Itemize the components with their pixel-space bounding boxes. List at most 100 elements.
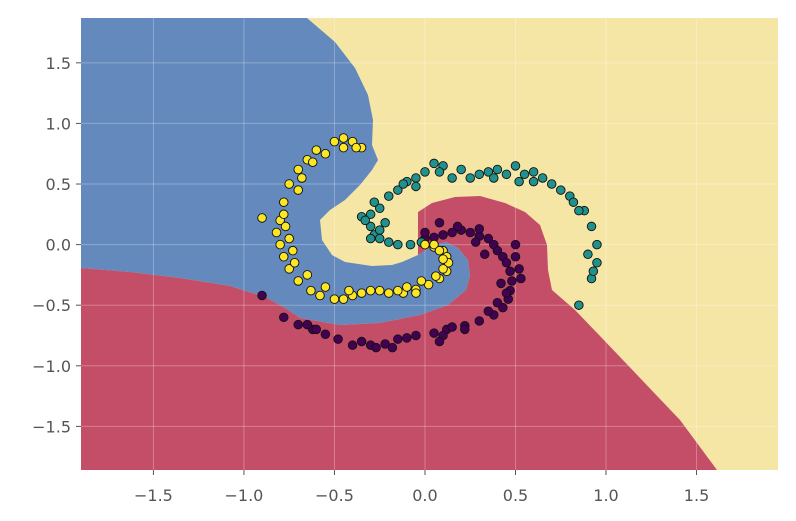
x-tick-label: 0.0 <box>412 486 437 505</box>
data-point-class-2 <box>416 276 427 286</box>
data-point-class-2 <box>315 290 325 301</box>
data-point-class-2 <box>279 251 289 262</box>
data-point-class-2 <box>293 164 303 175</box>
data-point-class-1 <box>365 233 376 244</box>
data-point-class-2 <box>431 271 441 281</box>
data-point-class-1 <box>537 173 548 183</box>
data-point-class-2 <box>356 288 367 298</box>
data-point-class-2 <box>289 258 300 268</box>
data-point-class-0 <box>507 276 517 286</box>
data-point-class-2 <box>374 285 385 296</box>
data-point-class-1 <box>393 185 403 195</box>
data-point-class-0 <box>483 233 494 244</box>
data-point-class-2 <box>297 173 307 183</box>
data-point-class-2 <box>306 285 316 296</box>
data-point-class-1 <box>528 176 539 187</box>
data-point-class-1 <box>489 173 499 183</box>
data-point-class-1 <box>483 167 494 177</box>
data-point-class-0 <box>516 273 526 284</box>
data-point-class-0 <box>429 328 439 338</box>
data-point-class-0 <box>474 224 485 234</box>
data-point-class-2 <box>434 245 445 256</box>
data-point-class-1 <box>384 191 394 201</box>
x-tick-label: −0.5 <box>315 486 354 505</box>
y-tick-label: −1.0 <box>32 357 71 376</box>
data-point-class-1 <box>546 179 557 189</box>
x-tick-label: 0.5 <box>503 486 528 505</box>
data-point-class-2 <box>275 239 285 250</box>
data-point-class-0 <box>452 221 463 232</box>
data-point-class-1 <box>374 203 385 214</box>
data-point-class-1 <box>556 185 566 195</box>
data-point-class-0 <box>492 298 503 308</box>
data-point-class-1 <box>365 209 376 220</box>
data-point-class-1 <box>574 300 584 310</box>
data-point-class-2 <box>438 264 448 274</box>
data-point-class-1 <box>374 233 385 244</box>
data-point-class-1 <box>429 158 439 169</box>
data-point-class-1 <box>519 169 530 180</box>
data-point-class-2 <box>311 145 322 155</box>
data-point-class-0 <box>496 278 506 289</box>
data-point-class-0 <box>257 290 267 301</box>
data-point-class-1 <box>583 249 593 260</box>
data-point-class-1 <box>592 239 602 250</box>
y-tick-label: 1.5 <box>46 54 71 73</box>
data-point-class-1 <box>447 173 457 183</box>
data-point-class-0 <box>510 251 521 262</box>
data-point-class-1 <box>492 164 503 175</box>
data-point-class-2 <box>293 276 303 286</box>
data-point-class-0 <box>465 227 475 238</box>
data-point-class-0 <box>492 245 503 256</box>
data-point-class-2 <box>280 221 291 232</box>
data-point-class-0 <box>501 288 512 298</box>
data-point-class-1 <box>405 239 416 250</box>
data-point-class-1 <box>514 176 524 187</box>
x-tick-label: 1.0 <box>593 486 618 505</box>
data-point-class-2 <box>257 213 267 223</box>
y-tick-label: 0.0 <box>46 236 71 255</box>
data-point-class-1 <box>574 205 584 216</box>
data-point-class-0 <box>279 312 289 323</box>
data-point-class-0 <box>514 264 524 274</box>
data-point-class-2 <box>320 148 331 159</box>
data-point-class-2 <box>293 185 303 195</box>
data-point-class-2 <box>338 294 349 304</box>
data-point-class-0 <box>347 340 358 350</box>
data-point-class-2 <box>384 288 394 298</box>
data-point-class-0 <box>460 324 470 335</box>
data-point-class-2 <box>420 239 430 250</box>
data-point-class-2 <box>393 285 403 296</box>
data-point-class-2 <box>329 294 340 304</box>
data-point-class-2 <box>320 282 331 292</box>
y-axis: −1.5 −1.0 −0.5 0.0 0.5 1.0 1.5 <box>32 54 81 436</box>
data-point-class-1 <box>398 179 408 189</box>
region-class-0 <box>81 196 717 470</box>
data-point-class-2 <box>307 157 318 167</box>
data-point-class-0 <box>434 218 445 228</box>
data-point-class-1 <box>374 225 385 235</box>
data-point-class-1 <box>588 266 599 277</box>
data-point-class-1 <box>360 215 370 226</box>
data-point-class-2 <box>284 233 294 244</box>
data-point-class-2 <box>284 179 294 189</box>
data-point-class-1 <box>465 173 475 183</box>
data-point-class-0 <box>474 316 485 326</box>
data-point-class-0 <box>420 227 430 238</box>
x-tick-label: −1.0 <box>225 486 264 505</box>
data-point-class-1 <box>586 221 597 232</box>
data-point-class-2 <box>284 264 294 274</box>
data-point-class-2 <box>411 288 421 298</box>
data-point-class-1 <box>474 169 485 180</box>
plot-area <box>81 18 778 470</box>
data-point-class-2 <box>338 133 349 143</box>
data-point-class-0 <box>320 329 331 340</box>
grid-lines <box>81 18 778 470</box>
y-tick-label: 0.5 <box>46 175 71 194</box>
data-point-class-1 <box>528 167 539 177</box>
data-point-class-1 <box>456 164 466 175</box>
x-tick-label: −1.5 <box>134 486 173 505</box>
data-point-class-2 <box>402 282 412 292</box>
data-point-class-0 <box>393 334 403 344</box>
